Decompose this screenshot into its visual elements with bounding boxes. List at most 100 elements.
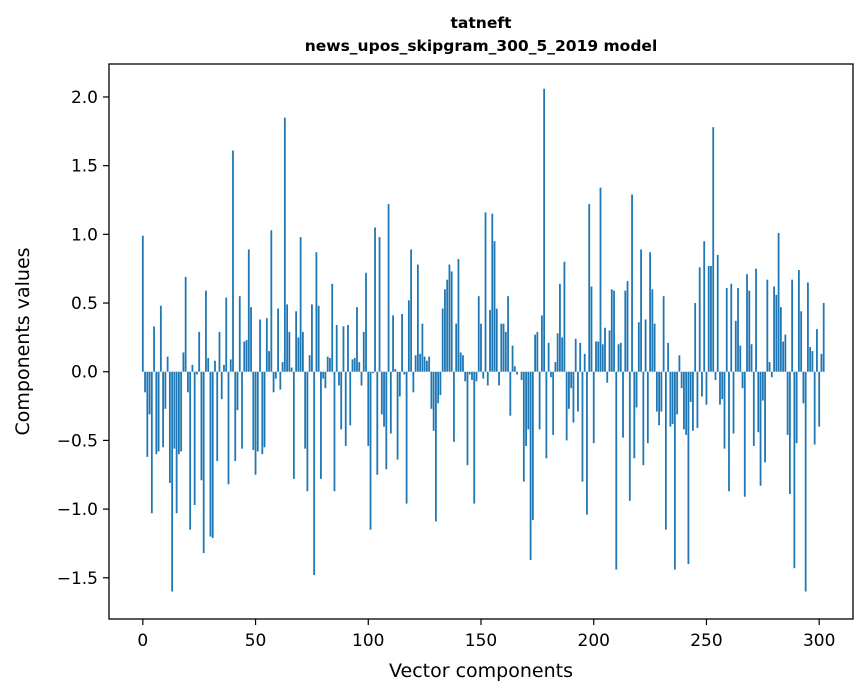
bar: [628, 371, 631, 501]
bar: [538, 371, 541, 430]
bar: [198, 331, 201, 372]
bar: [788, 371, 791, 494]
bar: [716, 254, 719, 372]
bar: [746, 274, 748, 372]
bar: [214, 360, 216, 372]
bar: [527, 371, 530, 430]
bar: [259, 319, 261, 372]
bar: [356, 307, 358, 372]
bar: [394, 368, 397, 372]
bar: [802, 371, 805, 404]
bar: [241, 371, 243, 449]
bar: [662, 296, 665, 372]
bar: [728, 371, 730, 492]
chart-subtitle: news_upos_skipgram_300_5_2019 model: [305, 37, 658, 55]
x-axis-ticks: 0 50 100 150 200 250 300: [137, 619, 835, 651]
bar: [162, 371, 165, 448]
bar: [504, 331, 507, 372]
bar: [459, 352, 462, 372]
bar: [416, 264, 419, 372]
bar: [297, 337, 300, 372]
bar: [180, 371, 183, 452]
bar: [651, 289, 654, 372]
chart-title: tatneft: [451, 14, 513, 32]
y-tick-label: −1.5: [57, 569, 98, 589]
bar: [223, 364, 225, 372]
bar: [795, 371, 798, 444]
bar: [804, 371, 807, 592]
bar: [696, 371, 699, 429]
bar: [423, 356, 426, 372]
bar: [529, 371, 532, 560]
bar: [683, 371, 685, 430]
bar: [421, 323, 424, 372]
bar: [146, 371, 149, 457]
bar: [455, 323, 458, 372]
bar: [606, 371, 609, 383]
plot-frame: [108, 63, 854, 620]
bar: [770, 371, 773, 378]
bar: [227, 371, 230, 485]
bar: [561, 337, 564, 372]
y-tick-label: −0.5: [57, 431, 98, 451]
y-tick-label: 1.0: [71, 225, 98, 245]
bar: [189, 371, 192, 530]
bar: [554, 362, 557, 372]
bar: [543, 88, 546, 372]
bar: [635, 371, 638, 408]
bar: [191, 364, 194, 372]
bar: [597, 341, 600, 372]
bar: [315, 252, 318, 372]
bar: [522, 371, 525, 482]
bar: [680, 371, 683, 389]
bar: [513, 366, 516, 372]
bar: [540, 315, 543, 372]
bar: [344, 371, 347, 446]
bar: [694, 303, 697, 372]
bar: [238, 296, 241, 372]
bar: [378, 237, 381, 372]
bar: [489, 309, 491, 372]
bar: [707, 265, 710, 372]
bar: [168, 371, 171, 483]
bar: [401, 314, 403, 372]
bar: [644, 319, 647, 372]
bar: [193, 371, 196, 505]
bar: [721, 371, 724, 400]
bar: [234, 371, 237, 462]
bar: [389, 371, 392, 434]
bar: [367, 371, 370, 446]
y-tick-label: 0.5: [71, 294, 98, 314]
bar: [360, 371, 363, 386]
bar: [329, 357, 331, 372]
bar: [511, 345, 514, 372]
y-tick-label: −1.0: [57, 500, 98, 520]
bar: [270, 230, 273, 372]
bar: [468, 371, 471, 375]
bar: [507, 296, 509, 372]
bar: [444, 289, 446, 372]
bar: [342, 326, 345, 372]
bar: [358, 362, 361, 372]
bar: [412, 371, 415, 393]
bar: [784, 334, 787, 372]
bar: [380, 371, 383, 415]
bar: [299, 237, 302, 372]
bar: [371, 371, 374, 374]
bar: [403, 371, 406, 375]
bar: [737, 287, 739, 372]
bar: [793, 371, 796, 569]
bar: [818, 371, 821, 427]
bar: [295, 311, 298, 372]
bar: [723, 371, 726, 449]
bar: [559, 283, 561, 372]
bar: [534, 334, 537, 372]
bar: [500, 323, 503, 372]
bar: [495, 308, 498, 372]
x-tick-label: 0: [137, 631, 148, 651]
bar: [335, 325, 338, 372]
bar: [148, 371, 151, 415]
bar: [667, 342, 670, 372]
bar: [428, 356, 431, 372]
